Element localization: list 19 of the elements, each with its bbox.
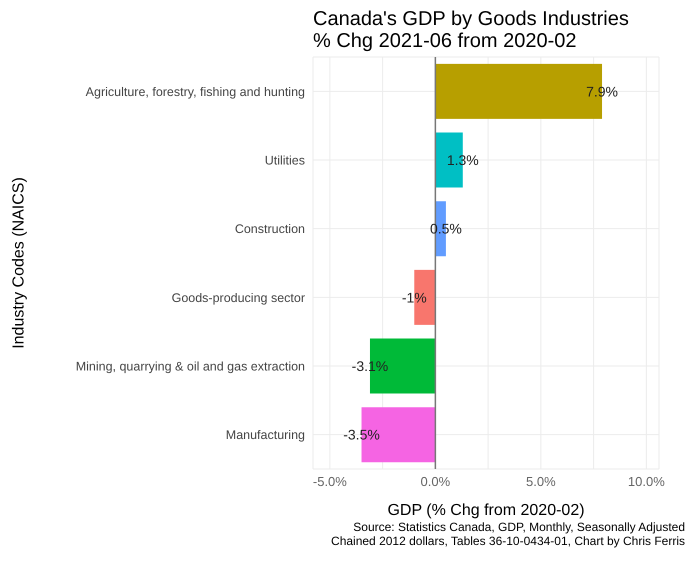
y-tick-label: Goods-producing sector: [172, 290, 305, 305]
data-label: -3.1%: [352, 358, 388, 374]
x-tick-label: 0.0%: [420, 474, 451, 490]
x-axis-title: GDP (% Chg from 2020-02): [387, 502, 585, 519]
text: Chained 2012 dollars, Tables 36-10-0434-01, Chart by Chris Ferris: [330, 534, 685, 548]
y-tick-label: Manufacturing: [226, 428, 306, 442]
data-label: -1%: [402, 289, 427, 306]
y-tick-label: Agriculture, forestry, fishing and hunting: [86, 84, 306, 99]
y-axis-title: Industry Codes (NAICS): [10, 177, 28, 349]
data-label: -3.5%: [343, 426, 380, 443]
x-tick-label: -5.0%: [312, 474, 348, 490]
chart-title: Canada's GDP by Goods Industries % Chg 2021-06 from 2020-02: [312, 8, 630, 52]
x-tick-label: 5.0%: [526, 474, 556, 490]
y-tick-label: Mining, quarrying & oil and gas extraction: [76, 359, 306, 374]
y-tick-label: Utilities: [264, 153, 305, 168]
y-tick-label: Construction: [234, 222, 306, 236]
data-label: 7.9%: [586, 83, 618, 100]
source-note: Source: Statistics Canada, GDP, Monthly, Seasonally Adjusted: [352, 520, 685, 534]
x-tick-label: 10.0%: [628, 474, 666, 490]
